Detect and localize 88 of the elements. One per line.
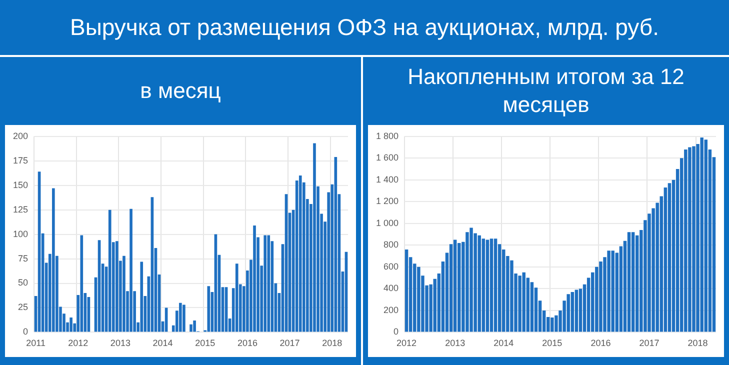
x-tick-label: 2014 (494, 338, 514, 348)
bar (566, 294, 570, 332)
bar (334, 156, 338, 332)
bar (193, 320, 196, 332)
bar (684, 149, 688, 332)
y-tick-label: 1 400 (376, 174, 399, 184)
bar (607, 250, 610, 332)
bar (70, 318, 72, 332)
x-tick-label: 2018 (322, 338, 342, 348)
bar (470, 228, 473, 332)
bar (122, 256, 126, 332)
y-tick-label: 1 800 (376, 130, 399, 141)
bar (570, 292, 574, 332)
y-tick-label: 1 000 (376, 218, 399, 228)
y-tick-label: 175 (12, 155, 28, 166)
x-tick-label: 2012 (68, 338, 88, 348)
chart-subtitle: в месяц (139, 77, 222, 105)
bar (190, 324, 192, 332)
bar (510, 260, 514, 332)
bar (179, 302, 182, 332)
bar (458, 243, 461, 332)
bar (688, 147, 692, 332)
bar (522, 272, 526, 332)
bar (253, 225, 256, 332)
y-tick-label: 125 (12, 204, 28, 214)
bar (631, 232, 635, 332)
bar (453, 240, 457, 332)
y-tick-label: 50 (18, 278, 28, 288)
bar (700, 137, 704, 332)
y-tick-label: 0 (394, 326, 399, 337)
y-tick-label: 200 (383, 304, 399, 315)
bar (574, 290, 578, 332)
bar (550, 318, 554, 332)
bar (52, 188, 55, 332)
y-tick-label: 100 (12, 228, 28, 239)
x-tick-label: 2014 (152, 338, 173, 348)
bar (417, 266, 420, 332)
bar (404, 250, 408, 332)
bar (235, 264, 238, 332)
bar (313, 143, 316, 332)
bar (494, 238, 498, 332)
x-tick-label: 2015 (195, 338, 216, 348)
y-tick-label: 150 (12, 180, 28, 190)
y-tick-label: 200 (12, 130, 28, 141)
x-tick-label: 2017 (280, 338, 300, 348)
y-tick-label: 600 (383, 261, 399, 272)
bar (182, 304, 186, 332)
bar (482, 238, 486, 332)
bar (116, 241, 118, 332)
y-tick-label: 25 (18, 302, 28, 312)
y-tick-label: 400 (383, 283, 399, 294)
x-tick-label: 2017 (639, 338, 660, 348)
x-tick-label: 2013 (110, 338, 130, 348)
chart-title: Выручка от размещения ОФЗ на аукционах, млрд. руб. (0, 0, 729, 57)
y-tick-label: 75 (18, 253, 28, 264)
bar (704, 140, 708, 332)
bar (486, 240, 490, 332)
bar (108, 210, 112, 332)
y-tick-label: 0 (23, 326, 28, 337)
x-tick-label: 2013 (445, 338, 466, 348)
bar (267, 235, 270, 332)
chart-subtitle: Накопленным итогом за 12 месяцев (406, 63, 686, 119)
bar (466, 232, 469, 332)
bar (627, 232, 631, 332)
y-tick-label: 1 600 (376, 152, 399, 163)
x-tick-label: 2012 (396, 338, 417, 348)
bar (578, 288, 582, 332)
bar (668, 183, 672, 332)
bar (130, 208, 132, 332)
x-tick-label: 2016 (590, 338, 611, 348)
bar (490, 238, 494, 332)
bar (692, 146, 696, 332)
x-tick-label: 2015 (542, 338, 562, 348)
x-tick-label: 2016 (237, 338, 258, 348)
bar (599, 261, 602, 332)
bar (298, 176, 302, 332)
x-tick-label: 2018 (688, 338, 708, 348)
bar (80, 235, 84, 332)
bar (207, 286, 210, 332)
y-tick-label: 800 (383, 240, 399, 250)
bar (611, 250, 614, 332)
bar (140, 262, 144, 332)
x-tick-label: 2011 (26, 338, 46, 348)
bar (478, 235, 481, 332)
bar (530, 282, 534, 332)
bar (518, 276, 522, 332)
bar (264, 235, 267, 332)
y-tick-label: 1 200 (376, 196, 399, 206)
